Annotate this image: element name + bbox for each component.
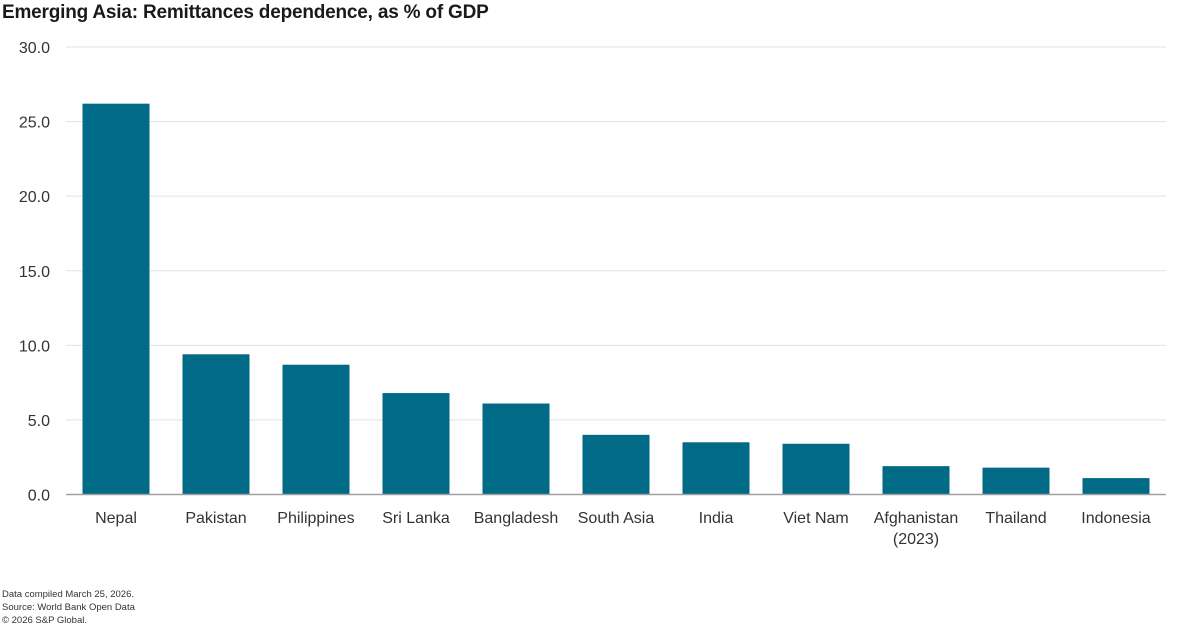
bar-india — [682, 442, 750, 495]
x-tick-label: Philippines — [277, 510, 354, 527]
bar-afghanistan- — [882, 466, 950, 495]
bar-philippines — [282, 364, 350, 495]
footer-source: Source: World Bank Open Data — [2, 602, 135, 613]
bar-pakistan — [182, 354, 250, 495]
bar-south-asia — [582, 434, 650, 495]
y-tick-label: 15.0 — [19, 264, 50, 281]
x-tick-label: South Asia — [578, 510, 655, 527]
x-tick-label: Thailand — [985, 510, 1046, 527]
x-tick-label: Pakistan — [185, 510, 246, 527]
y-tick-label: 20.0 — [19, 189, 50, 206]
bar-chart: 0.0 5.0 10.0 15.0 20.0 25.0 30.0 Nepal Pakistan P… — [19, 40, 1166, 548]
bar-bangladesh — [482, 403, 550, 495]
bar-sri-lanka — [382, 393, 450, 495]
bar-viet-nam — [782, 443, 850, 495]
y-tick-label: 0.0 — [28, 488, 50, 505]
footer-copyright: © 2026 S&P Global. — [2, 615, 87, 626]
y-tick-label: 30.0 — [19, 40, 50, 57]
bar-nepal — [82, 103, 150, 495]
x-tick-label: Bangladesh — [474, 510, 559, 527]
y-tick-label: 25.0 — [19, 115, 50, 132]
y-tick-label: 10.0 — [19, 338, 50, 355]
x-tick-label: Indonesia — [1081, 510, 1150, 527]
chart-title: Emerging Asia: Remittances dependence, a… — [2, 2, 489, 23]
x-tick-label: Afghanistan (2023) — [874, 510, 959, 548]
y-tick-label: 5.0 — [28, 413, 50, 430]
x-tick-label: Nepal — [95, 510, 137, 527]
x-tick-label: Sri Lanka — [382, 510, 450, 527]
x-tick-label: India — [699, 510, 734, 527]
x-tick-label: Viet Nam — [783, 510, 849, 527]
bar-thailand — [982, 467, 1050, 495]
footer-compiled: Data compiled March 25, 2026. — [2, 589, 135, 600]
bar-indonesia — [1082, 478, 1150, 495]
